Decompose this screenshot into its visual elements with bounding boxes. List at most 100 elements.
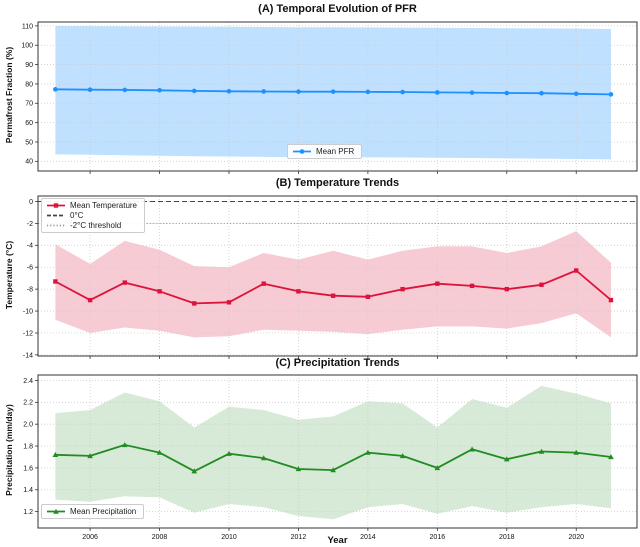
- precipitation-marker: [608, 454, 614, 460]
- pfr-marker: [53, 87, 58, 92]
- precipitation-marker: [399, 453, 406, 459]
- pfr-y-tick-label: 40: [25, 159, 33, 166]
- temperature-y-tick-label: 0: [29, 199, 33, 206]
- chart-a-y-axis-label: Permafrost Fraction (%): [4, 46, 14, 144]
- precipitation-marker: [573, 449, 580, 455]
- precipitation-marker: [469, 446, 475, 452]
- legend-label: Mean Precipitation: [70, 507, 137, 516]
- temperature-marker: [574, 268, 579, 273]
- x-tick-label: 2010: [221, 534, 237, 541]
- mean-pfr-legend-swatch-icon: [293, 149, 311, 154]
- chart-b-legend: Mean Temperature 0°C -2°C threshold: [41, 198, 145, 233]
- temperature-marker: [296, 289, 301, 294]
- legend-entry-0-c: 0°C: [46, 211, 137, 220]
- chart-c-y-axis-label: Precipitation (mm/day): [4, 404, 14, 496]
- pfr-marker: [157, 88, 162, 93]
- precipitation-marker: [191, 468, 198, 474]
- mean-precipitation-legend-swatch-icon: [47, 508, 65, 514]
- temperature-y-tick-label: -14: [23, 352, 33, 359]
- chart-b-title: (B) Temperature Trends: [275, 177, 400, 189]
- legend-label: Mean PFR: [316, 147, 355, 156]
- temperature-y-tick-label: -10: [23, 308, 33, 315]
- precipitation-marker: [330, 467, 336, 473]
- chart-b-y-axis-label: Temperature (°C): [4, 240, 14, 310]
- pfr-axes-frame: [37, 21, 638, 172]
- temperature-marker: [87, 297, 93, 303]
- precipitation-y-tick-label: 1.8: [23, 443, 33, 450]
- temperature-marker: [157, 289, 162, 294]
- temperature-y-tick-label: -12: [23, 330, 33, 337]
- temperature-marker: [53, 279, 58, 284]
- x-tick-label: 2006: [82, 534, 98, 541]
- precipitation-marker: [503, 456, 510, 462]
- temperature-marker: [122, 280, 128, 285]
- precipitation-marker: [156, 449, 163, 455]
- pfr-marker: [469, 90, 475, 95]
- temperature-marker: [261, 281, 266, 286]
- chart-a-title: (A) Temporal Evolution of PFR: [258, 3, 417, 15]
- x-tick-label: 2014: [360, 534, 376, 541]
- precipitation-marker: [260, 455, 267, 461]
- legend-entry-mean-pfr: Mean PFR: [292, 147, 354, 156]
- precipitation-marker: [434, 465, 441, 471]
- pfr-marker: [365, 89, 371, 95]
- pfr-y-tick-label: 110: [22, 23, 33, 30]
- pfr-marker: [573, 91, 579, 97]
- temperature-marker: [330, 293, 336, 298]
- chart-a-legend: Mean PFR: [287, 144, 363, 159]
- temperature-marker: [435, 281, 440, 286]
- pfr-marker: [504, 90, 510, 96]
- pfr-marker: [435, 90, 440, 95]
- pfr-marker: [122, 87, 128, 93]
- precipitation-y-tick-label: 2.0: [23, 422, 33, 429]
- precipitation-marker: [122, 442, 128, 448]
- temperature-marker: [365, 294, 371, 300]
- precipitation-y-tick-label: 1.2: [23, 509, 33, 516]
- precipitation-y-tick-label: 1.6: [23, 465, 33, 472]
- x-tick-label: 2020: [568, 534, 584, 541]
- precipitation-marker: [52, 451, 59, 457]
- pfr-y-tick-label: 100: [21, 43, 33, 50]
- x-axis-label: Year: [327, 535, 348, 546]
- legend-entry-mean-precipitation: Mean Precipitation: [46, 507, 136, 516]
- pfr-y-tick-label: 70: [25, 101, 33, 108]
- precipitation-y-tick-label: 2.2: [23, 400, 33, 407]
- 2-c-threshold-legend-swatch-icon: [47, 224, 65, 227]
- pfr-marker: [87, 87, 93, 93]
- pfr-marker: [608, 92, 614, 97]
- legend-label: -2°C threshold: [70, 221, 122, 230]
- legend-entry-2-c-threshold: -2°C threshold: [46, 221, 137, 230]
- precipitation-uncertainty-band: [55, 385, 611, 520]
- temperature-marker: [608, 297, 614, 303]
- chart-c-title: (C) Precipitation Trends: [275, 357, 400, 369]
- temperature-marker: [504, 286, 509, 292]
- temperature-y-tick-label: -6: [27, 265, 33, 272]
- precipitation-y-tick-label: 1.4: [23, 487, 33, 494]
- legend-label: Mean Temperature: [70, 201, 137, 210]
- precipitation-marker: [87, 453, 93, 459]
- pfr-y-tick-label: 80: [25, 81, 33, 88]
- precipitation-marker: [226, 450, 232, 456]
- legend-label: 0°C: [70, 211, 84, 220]
- pfr-marker: [400, 89, 405, 95]
- temperature-marker: [226, 300, 232, 305]
- pfr-marker: [226, 88, 232, 94]
- precipitation-y-tick-label: 2.4: [23, 378, 33, 385]
- precipitation-marker: [365, 449, 371, 455]
- x-tick-label: 2012: [291, 534, 307, 541]
- 0-c-legend-swatch-icon: [47, 214, 65, 217]
- pfr-y-tick-label: 60: [25, 120, 33, 127]
- pfr-y-tick-label: 90: [25, 62, 33, 69]
- pfr-marker: [296, 89, 301, 94]
- x-tick-label: 2016: [430, 534, 446, 541]
- temperature-y-tick-label: -2: [27, 221, 33, 228]
- temperature-marker: [469, 283, 475, 289]
- chart-c-legend: Mean Precipitation: [41, 504, 145, 519]
- temperature-axes-frame: [37, 195, 638, 357]
- temperature-y-tick-label: -8: [27, 287, 33, 294]
- x-tick-label: 2008: [152, 534, 168, 541]
- pfr-marker: [261, 89, 267, 94]
- mean-temperature-legend-swatch-icon: [47, 203, 65, 208]
